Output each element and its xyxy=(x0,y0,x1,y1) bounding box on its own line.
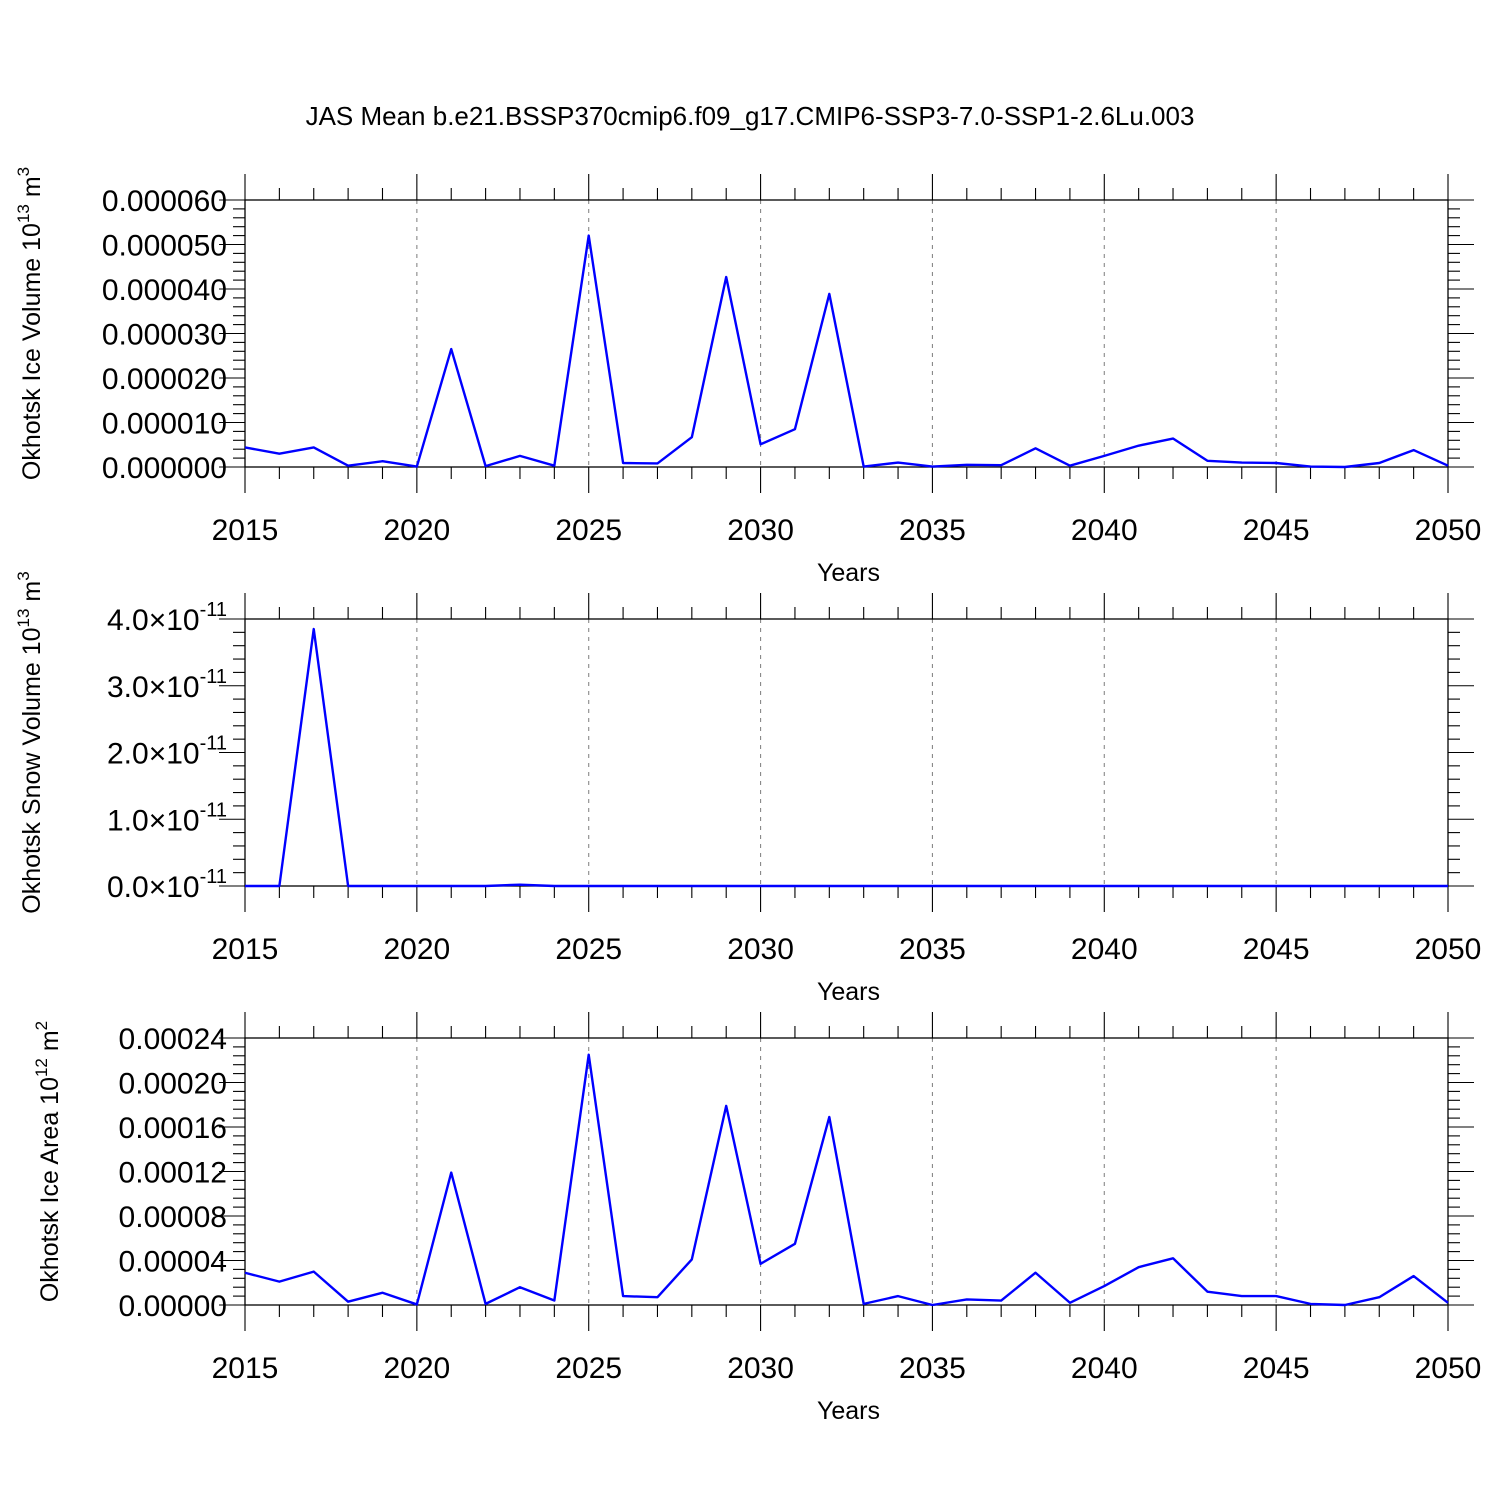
x-tick-label: 2035 xyxy=(899,514,966,547)
x-axis-label: Years xyxy=(817,1397,880,1425)
y-tick-label-exponent: -11 xyxy=(200,866,227,888)
series-line-ice-volume xyxy=(244,234,1449,469)
x-tick-label: 2020 xyxy=(383,1352,450,1385)
y-tick-label-exponent: -11 xyxy=(200,599,227,621)
y-tick-label: 0.000050 xyxy=(102,230,227,263)
x-tick-label: 2025 xyxy=(555,933,622,966)
x-tick-label: 2030 xyxy=(727,933,794,966)
y-tick-label: 0.00016 xyxy=(119,1112,227,1145)
y-axis-label: Okhotsk Snow Volume 1013 m3 xyxy=(14,571,46,913)
x-tick-label: 2050 xyxy=(1415,1352,1482,1385)
panel-ice-area: 2015 2020 2025 2030 2035 2040 2045 2050 0.00000 0… xyxy=(32,1012,1481,1425)
x-tick-label: 2045 xyxy=(1243,1352,1310,1385)
y-tick-label: 0.0×10-11 xyxy=(107,866,227,904)
y-axis-label-exponent: 13 xyxy=(14,204,33,223)
x-tick-label: 2030 xyxy=(727,514,794,547)
y-tick-label: 0.00008 xyxy=(119,1201,227,1234)
x-tick-label: 2035 xyxy=(899,1352,966,1385)
y-tick-label: 0.00004 xyxy=(119,1246,227,1279)
y-axis-label-exponent: 12 xyxy=(32,1058,51,1077)
y-tick-label-base: 1.0×10 xyxy=(107,804,200,837)
y-axis-label-unit-exponent: 3 xyxy=(14,167,33,176)
y-axis-label-unit: m xyxy=(18,581,46,609)
y-axis-label-text: Okhotsk Ice Area 10 xyxy=(36,1077,64,1302)
x-tick-label: 2035 xyxy=(899,933,966,966)
y-axis-label-text: Okhotsk Snow Volume 10 xyxy=(18,627,46,913)
y-tick-label: 0.00000 xyxy=(119,1290,227,1323)
y-tick-label-base: 4.0×10 xyxy=(107,604,200,637)
y-tick-label: 0.000000 xyxy=(102,452,227,485)
y-tick-label: 4.0×10-11 xyxy=(107,599,227,637)
y-axis-label-unit: m xyxy=(18,176,46,204)
y-tick-label: 3.0×10-11 xyxy=(107,666,227,704)
x-tick-label: 2015 xyxy=(212,933,279,966)
plot-frame xyxy=(244,1037,1449,1306)
x-tick-label: 2030 xyxy=(727,1352,794,1385)
y-axis-label: Okhotsk Ice Volume 1013 m3 xyxy=(14,167,46,480)
y-tick-label: 0.000030 xyxy=(102,319,227,352)
y-tick-label: 1.0×10-11 xyxy=(107,799,227,837)
y-tick-label-exponent: -11 xyxy=(200,733,227,755)
y-axis-label-exponent: 13 xyxy=(14,609,33,628)
x-tick-label: 2025 xyxy=(555,1352,622,1385)
y-tick-label: 0.000040 xyxy=(102,274,227,307)
y-tick-label: 0.000060 xyxy=(102,185,227,218)
x-tick-label: 2045 xyxy=(1243,514,1310,547)
panel-snow-volume: 2015 2020 2025 2030 2035 2040 2045 20500.0×10-1… xyxy=(14,571,1481,1006)
x-tick-label: 2015 xyxy=(212,1352,279,1385)
x-tick-label: 2020 xyxy=(383,933,450,966)
y-tick-label: 0.00024 xyxy=(119,1023,227,1056)
y-tick-label: 0.000020 xyxy=(102,363,227,396)
chart-title: JAS Mean b.e21.BSSP370cmip6.f09_g17.CMIP… xyxy=(306,101,1195,131)
y-tick-label: 2.0×10-11 xyxy=(107,733,227,771)
x-tick-label: 2050 xyxy=(1415,514,1482,547)
y-axis-label-unit-exponent: 2 xyxy=(32,1021,51,1030)
y-axis-label-unit: m xyxy=(36,1030,64,1058)
x-tick-label: 2040 xyxy=(1071,933,1138,966)
x-tick-label: 2025 xyxy=(555,514,622,547)
series-line-snow-volume xyxy=(245,627,1448,888)
y-tick-label-base: 2.0×10 xyxy=(107,738,200,771)
y-tick-label-exponent: -11 xyxy=(200,666,227,688)
x-axis-label: Years xyxy=(817,978,880,1006)
x-tick-label: 2045 xyxy=(1243,933,1310,966)
plot-frame xyxy=(244,199,1449,468)
x-tick-label: 2015 xyxy=(212,514,279,547)
y-tick-label-base: 0.0×10 xyxy=(107,871,200,904)
y-tick-label-exponent: -11 xyxy=(200,799,227,821)
y-tick-label: 0.000010 xyxy=(102,408,227,441)
y-tick-label: 0.00012 xyxy=(119,1157,227,1190)
plot-frame xyxy=(244,618,1449,887)
y-axis-label-unit-exponent: 3 xyxy=(14,571,33,580)
x-tick-label: 2050 xyxy=(1415,933,1482,966)
series-line-ice-area xyxy=(244,1053,1449,1307)
x-axis-label: Years xyxy=(817,559,880,587)
x-tick-label: 2040 xyxy=(1071,514,1138,547)
x-tick-label: 2040 xyxy=(1071,1352,1138,1385)
x-tick-label: 2020 xyxy=(383,514,450,547)
y-axis-label: Okhotsk Ice Area 1012 m2 xyxy=(32,1021,64,1302)
panel-ice-volume: 2015 2020 2025 2030 2035 2040 2045 2050 0.000000… xyxy=(14,167,1481,587)
y-axis-label-text: Okhotsk Ice Volume 10 xyxy=(18,223,46,480)
y-tick-label-base: 3.0×10 xyxy=(107,671,200,704)
y-tick-label: 0.00020 xyxy=(119,1068,227,1101)
